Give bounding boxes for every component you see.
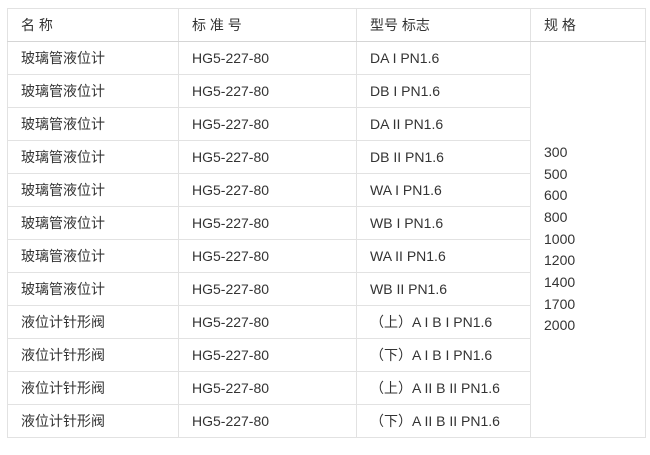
cell-model: （上）A II B II PN1.6 xyxy=(356,371,531,405)
column-header-name: 名 称 xyxy=(7,8,179,42)
column-header-standard: 标 准 号 xyxy=(178,8,357,42)
table-row: 玻璃管液位计 HG5-227-80 WB II PN1.6 xyxy=(7,272,646,306)
cell-model: DA I PN1.6 xyxy=(356,41,531,75)
spec-value: 500 xyxy=(544,165,568,182)
table-body: 玻璃管液位计 HG5-227-80 DA I PN1.6 300 500 600 800 10… xyxy=(7,41,646,438)
table-row: 液位计针形阀 HG5-227-80 （下）A I B I PN1.6 xyxy=(7,338,646,372)
cell-standard: HG5-227-80 xyxy=(178,338,357,372)
product-spec-table: 名 称 标 准 号 型号 标志 规 格 玻璃管液位计 HG5-227-80 DA I… xyxy=(7,8,646,438)
cell-model: DB I PN1.6 xyxy=(356,74,531,108)
table-row: 玻璃管液位计 HG5-227-80 DA I PN1.6 300 500 600 800 10… xyxy=(7,41,646,438)
table-row: 液位计针形阀 HG5-227-80 （上）A II B II PN1.6 xyxy=(7,371,646,405)
cell-name: 玻璃管液位计 xyxy=(7,272,179,306)
cell-model: DB II PN1.6 xyxy=(356,140,531,174)
table-row: 液位计针形阀 HG5-227-80 （下）A II B II PN1.6 xyxy=(7,404,646,438)
cell-name: 玻璃管液位计 xyxy=(7,74,179,108)
cell-name: 玻璃管液位计 xyxy=(7,107,179,141)
cell-name: 玻璃管液位计 xyxy=(7,239,179,273)
table-row: 玻璃管液位计 HG5-227-80 DB I PN1.6 xyxy=(7,74,646,108)
cell-model: （上）A I B I PN1.6 xyxy=(356,305,531,339)
cell-model: WA I PN1.6 xyxy=(356,173,531,207)
cell-model: WB II PN1.6 xyxy=(356,272,531,306)
spec-value: 800 xyxy=(544,208,568,225)
spec-value: 600 xyxy=(544,187,568,204)
cell-model: （下）A II B II PN1.6 xyxy=(356,404,531,438)
cell-name: 玻璃管液位计 xyxy=(7,140,179,174)
cell-model: （下）A I B I PN1.6 xyxy=(356,338,531,372)
spec-value: 1400 xyxy=(544,274,576,291)
spec-value: 1200 xyxy=(544,252,576,269)
table-row: 液位计针形阀 HG5-227-80 （上）A I B I PN1.6 xyxy=(7,305,646,339)
spec-value: 1700 xyxy=(544,295,576,312)
cell-standard: HG5-227-80 xyxy=(178,173,357,207)
spec-value: 2000 xyxy=(544,317,576,334)
cell-model: WA II PN1.6 xyxy=(356,239,531,273)
cell-standard: HG5-227-80 xyxy=(178,140,357,174)
cell-standard: HG5-227-80 xyxy=(178,272,357,306)
column-header-spec: 规 格 xyxy=(530,8,646,42)
cell-standard: HG5-227-80 xyxy=(178,206,357,240)
cell-standard: HG5-227-80 xyxy=(178,41,357,75)
cell-standard: HG5-227-80 xyxy=(178,404,357,438)
cell-name: 玻璃管液位计 xyxy=(7,41,179,75)
table-row: 玻璃管液位计 HG5-227-80 WA I PN1.6 xyxy=(7,173,646,207)
cell-name: 液位计针形阀 xyxy=(7,305,179,339)
cell-name: 液位计针形阀 xyxy=(7,404,179,438)
table-row: 玻璃管液位计 HG5-227-80 WB I PN1.6 xyxy=(7,206,646,240)
cell-name: 玻璃管液位计 xyxy=(7,206,179,240)
cell-standard: HG5-227-80 xyxy=(178,239,357,273)
cell-standard: HG5-227-80 xyxy=(178,107,357,141)
cell-model: WB I PN1.6 xyxy=(356,206,531,240)
spec-list: 300 500 600 800 1000 1200 1400 1700 2000 xyxy=(530,41,646,438)
spec-value: 1000 xyxy=(544,230,576,247)
column-header-model: 型号 标志 xyxy=(356,8,531,42)
cell-standard: HG5-227-80 xyxy=(178,305,357,339)
cell-name: 玻璃管液位计 xyxy=(7,173,179,207)
cell-standard: HG5-227-80 xyxy=(178,371,357,405)
cell-standard: HG5-227-80 xyxy=(178,74,357,108)
table-row: 玻璃管液位计 HG5-227-80 WA II PN1.6 xyxy=(7,239,646,273)
table-row: 玻璃管液位计 HG5-227-80 DB II PN1.6 xyxy=(7,140,646,174)
cell-name: 液位计针形阀 xyxy=(7,338,179,372)
cell-name: 液位计针形阀 xyxy=(7,371,179,405)
table-row: 玻璃管液位计 HG5-227-80 DA II PN1.6 xyxy=(7,107,646,141)
cell-model: DA II PN1.6 xyxy=(356,107,531,141)
spec-value: 300 xyxy=(544,143,568,160)
header-row: 名 称 标 准 号 型号 标志 规 格 xyxy=(7,8,646,42)
